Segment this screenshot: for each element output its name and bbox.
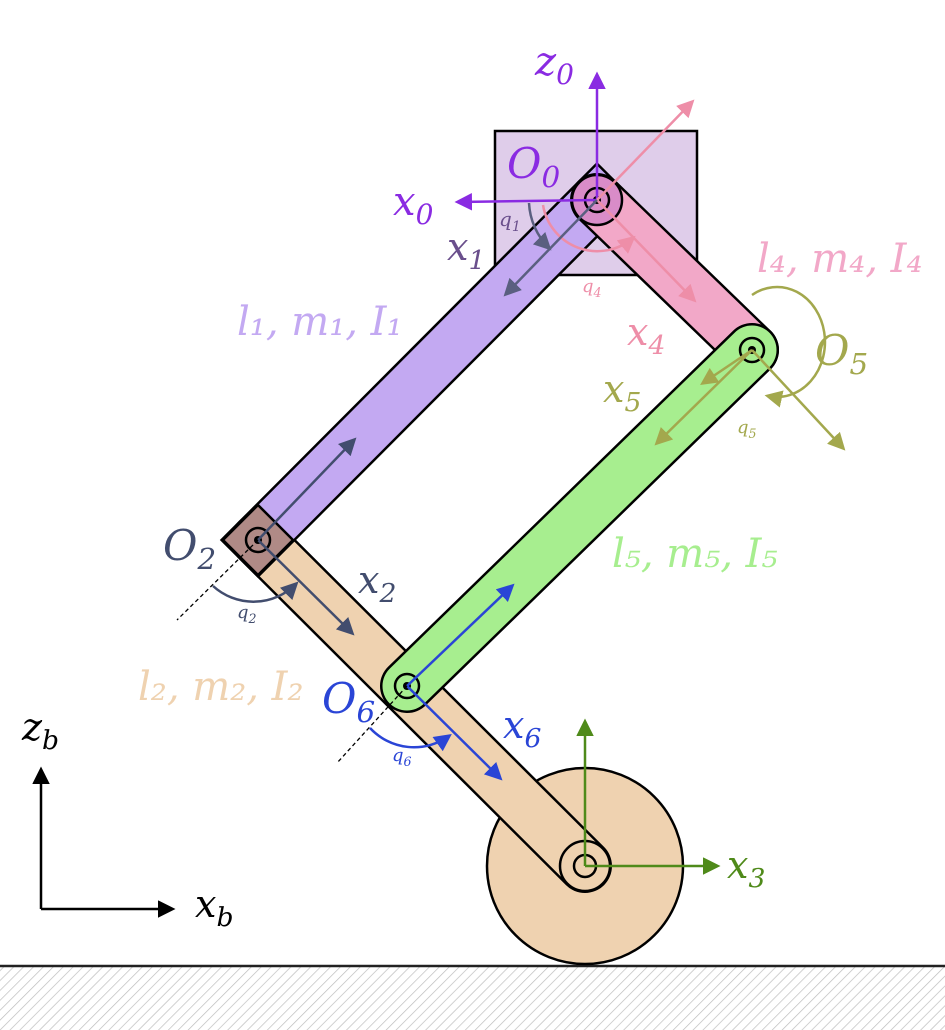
q4-angle-arc [541,204,636,254]
label-zb: zb [21,705,59,756]
x1-axis-arrow [503,199,598,297]
x2-axis-arrow [257,539,355,636]
joint-o5-pin [738,336,766,364]
x0-axis-arrow [454,193,598,211]
link-1-direction-arrow [257,437,357,541]
label-q4: q4 [582,276,602,300]
o6-dashed-extension [336,685,408,764]
label-O6: O6 [322,674,375,729]
label-q5: q5 [737,417,757,441]
x5-axis-arrow [654,349,753,446]
label-O2: O2 [163,521,216,576]
link-5-direction-arrow [406,583,515,687]
label-x3: x3 [727,843,765,894]
label-q1: q1 [499,207,521,235]
label-l1-m1-I1: l₁, m₁, I₁ [237,299,403,345]
label-l4-m4-I4: l₄, m₄, I₄ [757,236,923,282]
label-x0: x0 [393,179,433,231]
label-x5: x5 [603,367,641,418]
x4-axis-arrow [596,199,697,303]
label-q2: q2 [237,602,257,626]
label-x2: x2 [358,558,396,609]
q5-angle-circle [751,285,827,408]
label-xb: xb [195,882,233,933]
q2-angle-arc [212,581,299,603]
joint-o2-pin [244,526,272,554]
o5-normal-arrow [751,349,846,451]
x6-axis-arrow [406,685,503,781]
o2-dashed-extension [176,539,259,621]
q1-angle-arc [527,202,552,251]
o5-short-arrow [700,348,753,385]
ground-hatch [0,966,945,1030]
q6-angle-arc [369,727,452,752]
label-x4: x4 [627,310,665,361]
label-q6: q6 [392,745,412,769]
y4-axis-arrow [596,99,695,201]
label-x1: x1 [447,225,485,276]
label-z0: z0 [534,39,574,91]
label-l5-m5-I5: l₅, m₅, I₅ [612,531,778,577]
label-O5: O5 [815,326,868,381]
joint-o6-pin [393,672,421,700]
label-l2-m2-I2: l₂, m₂, I₂ [138,664,304,710]
label-x6: x6 [503,703,541,754]
label-O0: O0 [507,139,560,194]
